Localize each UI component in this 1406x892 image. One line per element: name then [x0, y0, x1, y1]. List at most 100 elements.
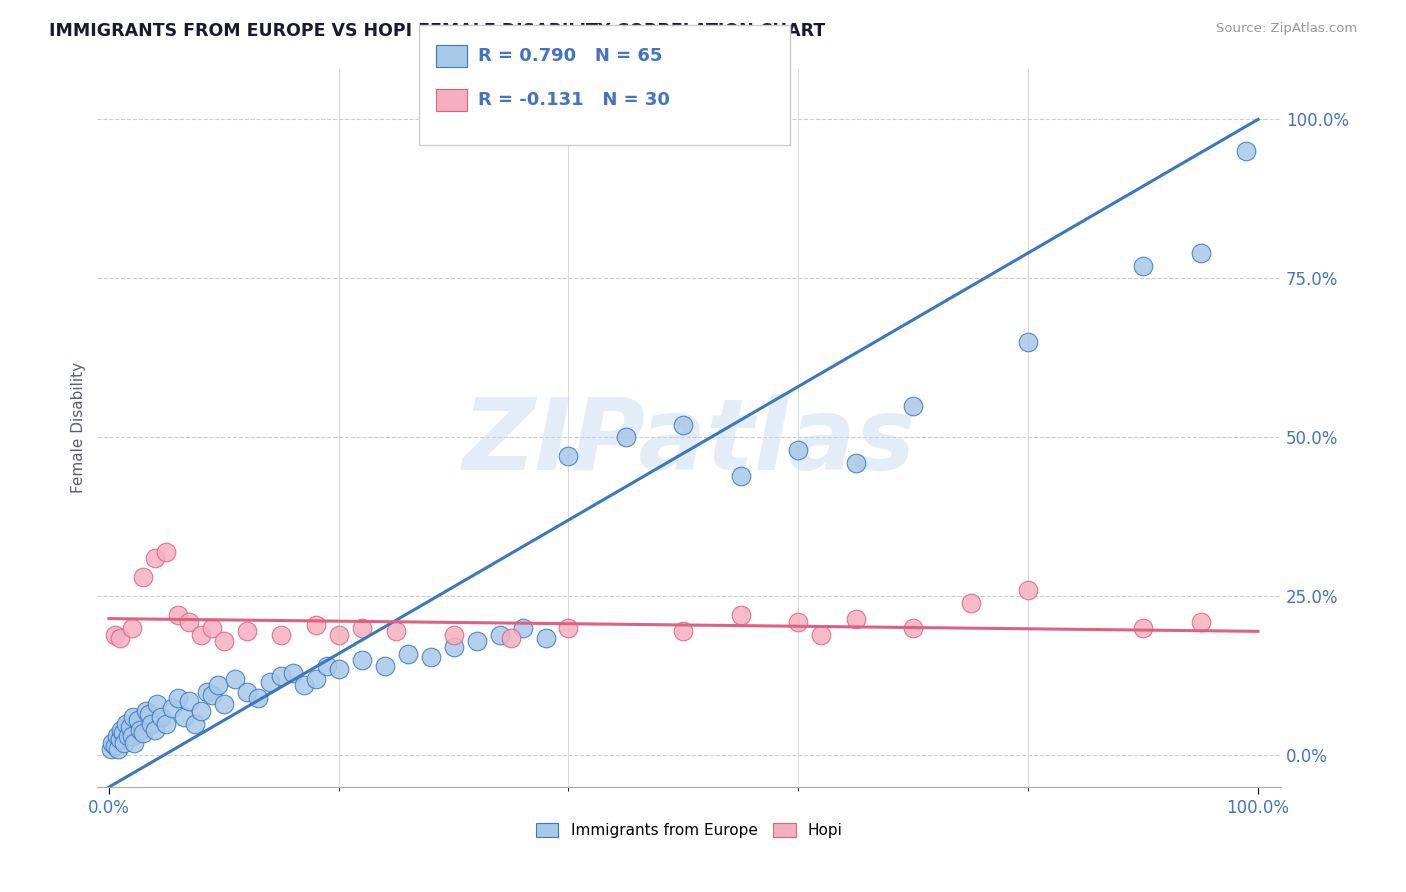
Y-axis label: Female Disability: Female Disability [72, 362, 86, 493]
Point [166, 608, 188, 623]
Point [672, 624, 695, 639]
Point [787, 443, 810, 458]
Point [512, 621, 534, 635]
Point [385, 624, 408, 639]
Point [121, 729, 143, 743]
Point [110, 723, 132, 737]
Point [128, 723, 150, 737]
Text: R = -0.131   N = 30: R = -0.131 N = 30 [478, 91, 669, 109]
Point [557, 450, 579, 464]
Point [1132, 259, 1154, 273]
Point [1132, 621, 1154, 635]
Point [465, 633, 488, 648]
Point [270, 669, 292, 683]
Point [184, 716, 207, 731]
Point [146, 698, 169, 712]
Text: R = 0.790   N = 65: R = 0.790 N = 65 [478, 47, 662, 65]
Point [247, 691, 270, 706]
Point [328, 627, 350, 641]
Point [118, 720, 141, 734]
Point [132, 726, 155, 740]
Point [235, 624, 257, 639]
Point [122, 736, 145, 750]
Point [1189, 246, 1212, 260]
Point [117, 729, 139, 743]
Point [160, 700, 183, 714]
Point [127, 714, 149, 728]
Point [141, 716, 163, 731]
Point [100, 742, 122, 756]
Point [110, 631, 132, 645]
Point [959, 596, 981, 610]
Point [845, 612, 868, 626]
Point [292, 678, 315, 692]
Point [155, 716, 177, 731]
Point [143, 551, 166, 566]
Point [190, 704, 212, 718]
Point [281, 665, 304, 680]
Point [259, 675, 281, 690]
Point [122, 710, 145, 724]
Point [787, 615, 810, 629]
Point [730, 608, 752, 623]
Point [115, 716, 138, 731]
Point [1017, 334, 1039, 349]
Point [316, 659, 339, 673]
Point [121, 621, 143, 635]
Point [143, 723, 166, 737]
Point [1236, 144, 1258, 158]
Point [499, 631, 522, 645]
Point [107, 742, 129, 756]
Point [374, 659, 396, 673]
Point [110, 732, 132, 747]
Point [328, 663, 350, 677]
Point [903, 621, 925, 635]
Point [105, 729, 128, 743]
Point [443, 627, 465, 641]
Point [614, 430, 637, 444]
Point [103, 739, 125, 753]
Point [443, 640, 465, 655]
Point [350, 653, 373, 667]
Point [201, 688, 224, 702]
Point [305, 672, 328, 686]
Legend: Immigrants from Europe, Hopi: Immigrants from Europe, Hopi [530, 817, 849, 844]
Point [207, 678, 229, 692]
Point [730, 468, 752, 483]
Point [903, 399, 925, 413]
Point [534, 631, 557, 645]
Text: ZIPatlas: ZIPatlas [463, 393, 915, 491]
Point [101, 736, 124, 750]
Point [396, 647, 419, 661]
Point [135, 704, 157, 718]
Point [235, 685, 257, 699]
Point [350, 621, 373, 635]
Point [173, 710, 195, 724]
Point [270, 627, 292, 641]
Text: Source: ZipAtlas.com: Source: ZipAtlas.com [1216, 22, 1357, 36]
Point [201, 621, 224, 635]
Point [155, 545, 177, 559]
Point [212, 698, 235, 712]
Point [132, 570, 155, 584]
Point [1189, 615, 1212, 629]
Point [190, 627, 212, 641]
Point [224, 672, 246, 686]
Point [488, 627, 510, 641]
Point [419, 649, 441, 664]
Point [1017, 582, 1039, 597]
Point [557, 621, 579, 635]
Text: IMMIGRANTS FROM EUROPE VS HOPI FEMALE DISABILITY CORRELATION CHART: IMMIGRANTS FROM EUROPE VS HOPI FEMALE DI… [49, 22, 825, 40]
Point [138, 706, 160, 721]
Point [166, 691, 188, 706]
Point [212, 633, 235, 648]
Point [103, 627, 125, 641]
Point [305, 618, 328, 632]
Point [111, 726, 134, 740]
Point [149, 710, 172, 724]
Point [112, 736, 135, 750]
Point [845, 456, 868, 470]
Point [810, 627, 832, 641]
Point [179, 615, 201, 629]
Point [195, 685, 218, 699]
